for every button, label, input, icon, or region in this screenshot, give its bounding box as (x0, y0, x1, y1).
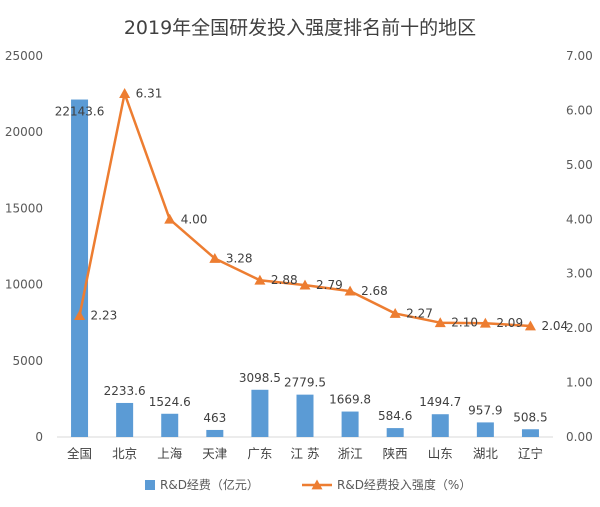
line-marker (479, 317, 491, 328)
line-data-label: 2.68 (361, 284, 388, 298)
bar (431, 414, 449, 437)
legend-swatch-bar (145, 480, 155, 490)
bar-data-label: 957.9 (468, 403, 502, 417)
line-data-label: 3.28 (226, 251, 253, 265)
line-data-label: 2.10 (451, 316, 478, 330)
bar (251, 389, 269, 437)
y-left-tick-label: 15000 (5, 201, 43, 215)
y-right-tick-label: 2.00 (566, 321, 593, 335)
line-marker (254, 274, 266, 285)
line-data-label: 2.88 (271, 273, 298, 287)
bar (341, 411, 359, 437)
line-marker (209, 252, 221, 263)
bar-series (71, 99, 539, 438)
x-category-label: 辽宁 (518, 446, 543, 461)
bar-data-label: 2779.5 (284, 376, 326, 390)
y-left-tick-label: 10000 (5, 278, 43, 292)
line-marker (434, 317, 446, 328)
x-category-label: 江 苏 (291, 446, 320, 461)
line-data-label: 2.23 (91, 309, 118, 323)
bar-data-label: 3098.5 (239, 371, 281, 385)
line-data-label: 2.04 (541, 319, 568, 333)
chart-title: 2019年全国研发投入强度排名前十的地区 (124, 17, 476, 39)
x-category-label: 浙江 (338, 446, 363, 461)
bar (71, 99, 89, 438)
y-right-tick-label: 0.00 (566, 430, 593, 444)
y-left-tick-label: 5000 (12, 354, 43, 368)
y-left-tick-label: 20000 (5, 125, 43, 139)
line-data-label: 2.09 (496, 316, 523, 330)
x-category-label: 广东 (247, 446, 272, 461)
bar-data-label: 1669.8 (329, 393, 371, 407)
bar-data-label: 1494.7 (419, 395, 461, 409)
x-category-label: 上海 (157, 446, 183, 461)
legend-label-line: R&D经费投入强度（%） (337, 477, 471, 492)
bar (476, 422, 494, 437)
x-category-label: 天津 (202, 446, 227, 461)
bar (206, 429, 224, 437)
line-data-label: 4.00 (181, 212, 208, 226)
y-right-tick-label: 4.00 (566, 212, 593, 226)
bar-data-label: 584.6 (378, 409, 412, 423)
bar (386, 428, 404, 437)
x-category-label: 陕西 (383, 446, 408, 461)
x-category-label: 全国 (67, 446, 92, 461)
line-marker (119, 88, 131, 98)
line-marker (299, 279, 311, 290)
y-right-tick-label: 3.00 (566, 267, 593, 281)
y-right-tick-label: 5.00 (566, 158, 593, 172)
line-data-labels: 2.23 6.31 4.00 3.28 2.88 2.79 2.68 2.27 2.10 2.09… (91, 87, 569, 333)
x-category-label: 北京 (112, 446, 137, 461)
bar (161, 413, 179, 437)
legend-label-bar: R&D经费（亿元） (160, 477, 259, 492)
category-labels: 全国 北京 上海 天津 广东 江 苏 浙江 陕西 山东 湖北 辽宁 (67, 446, 543, 461)
y-left-tick-label: 0 (35, 430, 43, 444)
x-category-label: 山东 (428, 446, 453, 461)
y-right-tick-label: 1.00 (566, 376, 593, 390)
line-data-label: 2.27 (406, 306, 433, 320)
bar-data-label: 1524.6 (149, 395, 191, 409)
line-series (74, 88, 536, 331)
line-path (78, 92, 531, 328)
x-category-label: 湖北 (473, 446, 499, 461)
line-marker (389, 307, 401, 318)
line-marker (524, 320, 536, 331)
bar (296, 394, 314, 437)
line-marker (344, 285, 356, 296)
bar (521, 429, 539, 437)
y-left-tick-label: 25000 (5, 49, 43, 63)
bar-data-label: 22143.6 (55, 105, 105, 119)
line-marker (164, 213, 176, 224)
legend-marker-line (311, 479, 323, 490)
line-data-label: 6.31 (136, 87, 163, 101)
line-marker (74, 310, 86, 321)
bar-data-label: 2233.6 (104, 384, 146, 398)
bar-data-label: 508.5 (513, 410, 547, 424)
axes: 0 5000 10000 15000 20000 25000 0.00 1.00 2.00 3.0… (5, 49, 593, 444)
legend: R&D经费（亿元） R&D经费投入强度（%） (145, 477, 471, 492)
y-right-tick-label: 7.00 (566, 49, 593, 63)
bar-data-label: 463 (203, 411, 226, 425)
line-data-label: 2.79 (316, 278, 343, 292)
bar (116, 402, 134, 437)
y-right-tick-label: 6.00 (566, 103, 593, 117)
